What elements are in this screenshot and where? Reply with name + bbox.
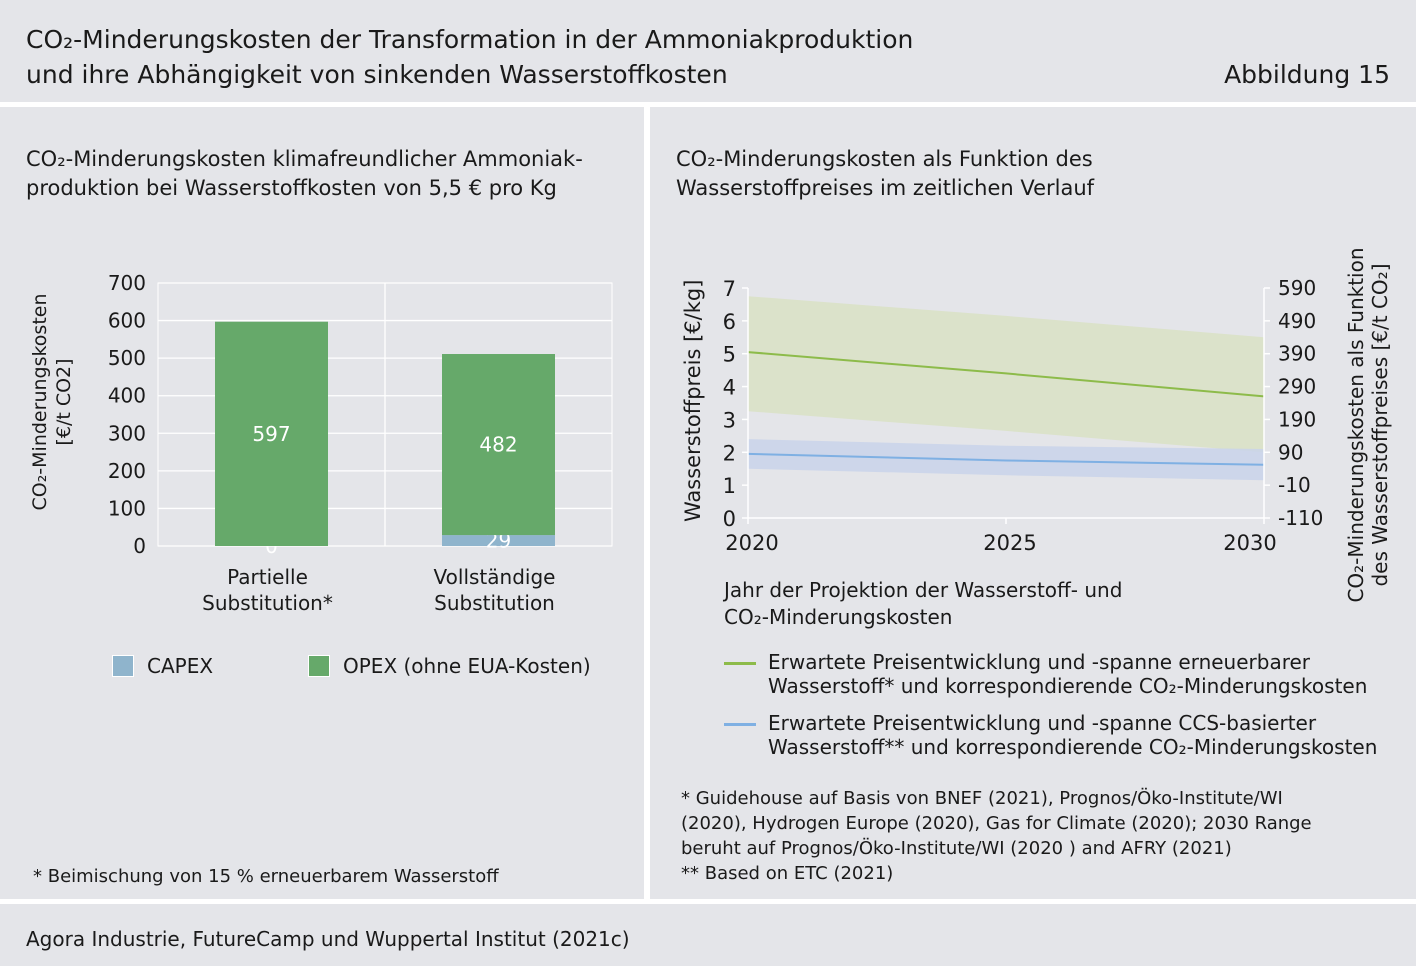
line-ytick-label: 6 [723, 310, 736, 334]
bar-ytick-label: 0 [133, 534, 146, 558]
line-xtick-label: 2025 [983, 531, 1036, 555]
left-subtitle-line2: produktion bei Wasserstoffkosten von 5,5… [26, 176, 557, 200]
right-note-line1: * Guidehouse auf Basis von BNEF (2021), … [681, 788, 1283, 809]
line-chart-xlabel-line2: CO₂-Minderungskosten [724, 605, 953, 629]
left-footnote: * Beimischung von 15 % erneuerbarem Wass… [33, 866, 499, 887]
bar-chart: 01002003004005006007000597PartielleSubst… [108, 271, 613, 615]
bar-chart-ylabel: CO₂-Minderungskosten [€/t CO2] [28, 272, 76, 532]
figure-title-line1: CO₂-Minderungskosten der Transformation … [26, 25, 914, 54]
left-subtitle-line1: CO₂-Minderungskosten klimafreundlicher A… [26, 147, 583, 171]
legend-renewable-line [724, 662, 756, 665]
line-y2tick-label: 190 [1278, 407, 1316, 431]
line-ytick-label: 1 [723, 474, 736, 498]
bar-category-label: Partielle [227, 565, 308, 589]
bar-ytick-label: 400 [108, 384, 146, 408]
line-y2tick-label: 390 [1278, 342, 1316, 366]
line-chart-xlabel-line1: Jahr der Projektion der Wasserstoff- und [724, 578, 1123, 602]
legend-capex-label: CAPEX [147, 654, 214, 678]
line-ytick-label: 2 [723, 441, 736, 465]
header-separator [0, 102, 1416, 107]
legend-ccs-label-line1: Erwartete Preisentwicklung und -spanne C… [768, 711, 1317, 735]
bar-ytick-label: 100 [108, 496, 146, 520]
bar-ylabel-line1: CO₂-Minderungskosten [29, 293, 51, 511]
line-y2tick-label: 90 [1278, 440, 1303, 464]
line-chart: 01234567-110-109019029039049059069020202… [723, 276, 1324, 555]
source-text: Agora Industrie, FutureCamp und Wupperta… [26, 927, 630, 951]
bar-ytick-label: 600 [108, 309, 146, 333]
legend-capex-swatch [112, 655, 134, 677]
line-ytick-label: 4 [723, 376, 736, 400]
legend-renewable-label-line1: Erwartete Preisentwicklung und -spanne e… [768, 650, 1311, 674]
y2label-line2: des Wasserstoffpreises [€/t CO₂] [1368, 263, 1392, 587]
legend-ccs-line [724, 723, 756, 726]
bar-category-label: Substitution [434, 591, 555, 615]
bar-data-label: 482 [479, 433, 517, 457]
panel-separator [644, 107, 650, 902]
legend-opex-label: OPEX (ohne EUA-Kosten) [343, 654, 591, 678]
right-subtitle-line2: Wasserstoffpreises im zeitlichen Verlauf [676, 176, 1095, 200]
bar-ytick-label: 300 [108, 421, 146, 445]
line-ytick-label: 3 [723, 408, 736, 432]
line-ytick-label: 5 [723, 343, 736, 367]
legend-renewable-label-line2: Wasserstoff* und korrespondierende CO₂-M… [768, 674, 1368, 698]
right-note-line4: ** Based on ETC (2021) [681, 863, 894, 884]
bar-ytick-label: 500 [108, 346, 146, 370]
bar-segment [442, 535, 555, 546]
line-ytick-label: 7 [723, 277, 736, 301]
right-note-line3: beruht auf Prognos/Öko-Institute/WI (202… [681, 838, 1232, 859]
line-y2tick-label: 490 [1278, 309, 1316, 333]
line-series [747, 351, 1265, 398]
line-y2tick-label: 290 [1278, 375, 1316, 399]
line-ytick-label: 0 [723, 507, 736, 531]
figure-title-line2: und ihre Abhängigkeit von sinkenden Wass… [26, 60, 728, 89]
right-subtitle-line1: CO₂-Minderungskosten als Funktion des [676, 147, 1093, 171]
y2label-line1: CO₂-Minderungskosten als Funktion [1344, 247, 1368, 603]
line-y2tick-label: -110 [1278, 506, 1323, 530]
figure-number: Abbildung 15 [1224, 60, 1390, 89]
line-chart-ylabel: Wasserstoffpreis [€/kg] [681, 279, 705, 522]
right-note-line2: (2020), Hydrogen Europe (2020), Gas for … [681, 813, 1312, 834]
legend-opex-swatch [308, 655, 330, 677]
bar-ytick-label: 700 [108, 271, 146, 295]
bar-ylabel-line2: [€/t CO2] [53, 358, 75, 446]
bar-data-label: 597 [252, 422, 290, 446]
line-y2tick-label: 590 [1278, 276, 1316, 300]
bar-ytick-label: 200 [108, 459, 146, 483]
line-xtick-label: 2030 [1223, 531, 1276, 555]
footer-separator [0, 899, 1416, 904]
line-y2tick-label: -10 [1278, 473, 1311, 497]
line-chart-y2label: CO₂-Minderungskosten als Funktion des Wa… [1344, 240, 1392, 610]
line-series [747, 452, 1265, 466]
bar-segment [442, 354, 555, 536]
bar-category-label: Substitution* [202, 591, 333, 615]
bar-category-label: Vollständige [434, 565, 556, 589]
legend-ccs-label-line2: Wasserstoff** und korrespondierende CO₂-… [768, 735, 1378, 759]
bar-segment [215, 321, 328, 546]
line-xtick-label: 2020 [725, 531, 778, 555]
